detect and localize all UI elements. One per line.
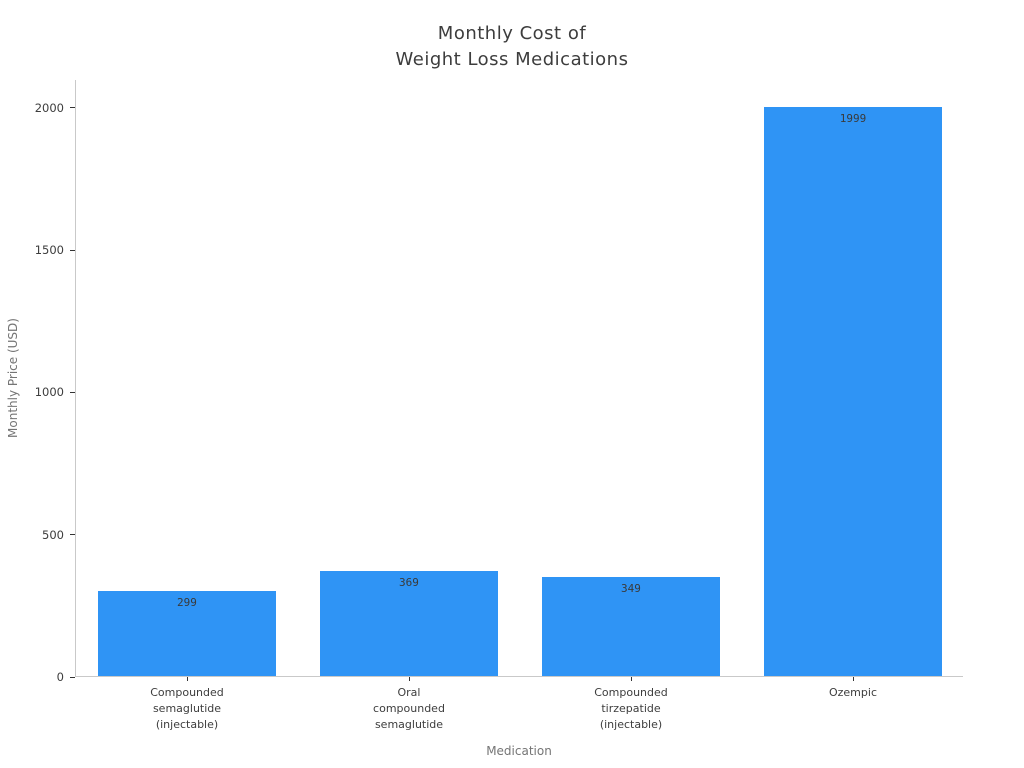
y-tick-label-500: 500 xyxy=(42,527,64,542)
chart-title: Monthly Cost of Weight Loss Medications xyxy=(0,21,1024,73)
x-tick-label-3: Compounded tirzepatide (injectable) xyxy=(520,685,742,733)
plot-area: 299 369 349 1999 0 500 1000 1500 2000 Compounded s… xyxy=(35,80,963,731)
bar-value-label-4: 1999 xyxy=(839,112,867,125)
y-tick-mark-0 xyxy=(70,676,75,678)
y-tick-mark-2000 xyxy=(70,107,75,109)
x-tick-label-2: Oral compounded semaglutide xyxy=(298,685,520,733)
y-tick-label-1000: 1000 xyxy=(34,385,64,400)
y-tick-mark-1000 xyxy=(70,391,75,393)
x-tick-label-2-line-1: Oral xyxy=(397,686,421,699)
x-tick-label-4-line-1: Ozempic xyxy=(828,686,877,699)
x-tick-label-3-line-3: (injectable) xyxy=(599,718,663,731)
bar-value-label-3: 349 xyxy=(621,582,641,595)
x-tick-mark-1 xyxy=(186,677,188,681)
x-tick-label-1-line-2: semaglutide xyxy=(152,702,222,715)
bar-1 xyxy=(98,591,276,676)
y-tick-mark-500 xyxy=(70,534,75,536)
x-tick-mark-4 xyxy=(852,677,854,681)
y-tick-label-1500: 1500 xyxy=(34,243,64,258)
x-tick-label-3-line-1: Compounded xyxy=(594,686,668,699)
x-tick-label-4: Ozempic xyxy=(742,685,964,701)
bar-2 xyxy=(320,571,498,676)
bar-3 xyxy=(542,577,720,676)
x-axis-label: Medication xyxy=(486,744,552,758)
y-tick-label-0: 0 xyxy=(56,670,64,684)
bar-value-label-2: 369 xyxy=(399,576,419,589)
x-tick-mark-3 xyxy=(630,677,632,681)
chart-title-line-2: Weight Loss Medications xyxy=(395,49,629,70)
x-tick-label-1-line-3: (injectable) xyxy=(155,718,219,731)
chart-title-line-1: Monthly Cost of xyxy=(437,23,587,44)
x-tick-label-2-line-2: compounded xyxy=(373,702,445,715)
x-tick-mark-2 xyxy=(408,677,410,681)
x-tick-label-1: Compounded semaglutide (injectable) xyxy=(76,685,298,733)
y-tick-mark-1500 xyxy=(70,249,75,251)
bar-4 xyxy=(764,107,942,676)
x-tick-label-1-line-1: Compounded xyxy=(150,686,224,699)
y-axis-label: Monthly Price (USD) xyxy=(6,318,20,438)
y-tick-label-2000: 2000 xyxy=(34,100,64,115)
x-tick-label-3-line-2: tirzepatide xyxy=(601,702,661,715)
x-tick-label-2-line-3: semaglutide xyxy=(374,718,444,731)
bar-value-label-1: 299 xyxy=(177,596,197,609)
